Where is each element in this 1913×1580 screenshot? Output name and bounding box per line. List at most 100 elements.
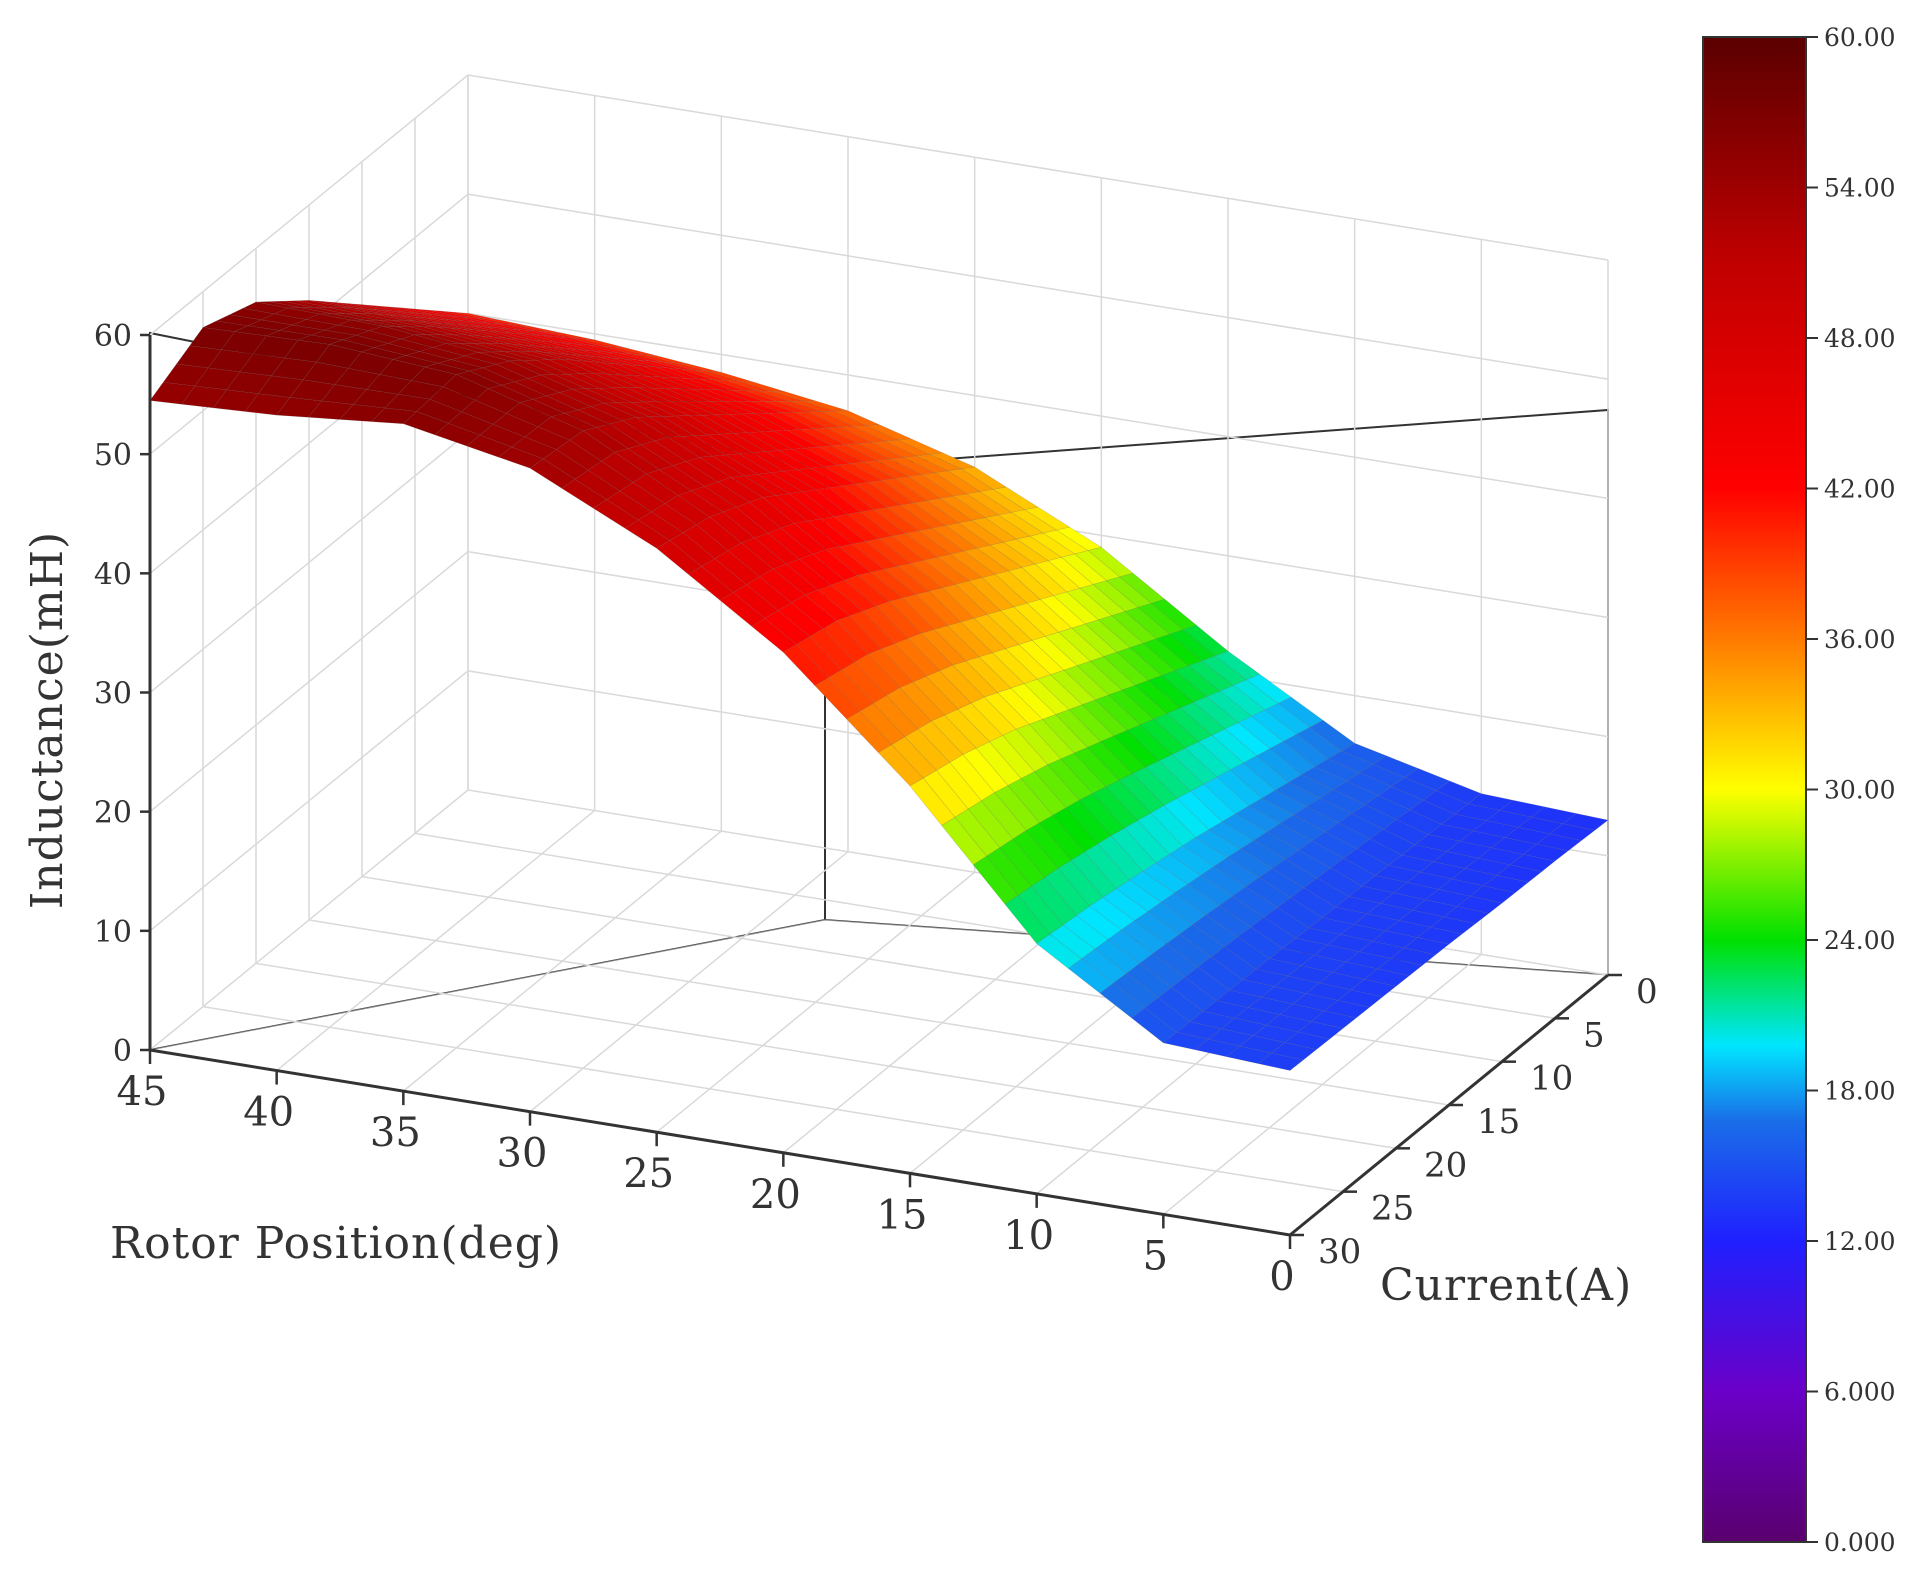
- surface-patch: [641, 365, 687, 379]
- z-tick-label: 40: [94, 557, 132, 592]
- surface-patch: [613, 346, 659, 357]
- x-tick-label: 5: [1143, 1233, 1168, 1279]
- surface-patch: [491, 323, 537, 332]
- z-axis-title: Inductance(mH): [22, 531, 73, 909]
- surface-patch: [676, 362, 722, 373]
- surface-patch: [1225, 1045, 1273, 1064]
- x-tick-label: 45: [117, 1069, 168, 1115]
- surface-patch: [599, 345, 645, 356]
- z-tick-label: 50: [94, 438, 132, 473]
- surface-patch: [1067, 958, 1114, 994]
- surface-patch: [644, 354, 690, 365]
- z-tick-label: 10: [94, 915, 132, 950]
- surface-patch: [699, 378, 746, 391]
- x-tick-label: 15: [877, 1192, 928, 1238]
- surface-patch: [470, 325, 516, 334]
- grid-line-y: [308, 205, 1450, 1106]
- y-tick-label: 0: [1636, 972, 1658, 1012]
- y-tick-label: 10: [1530, 1059, 1573, 1099]
- grid-line-z: [149, 74, 1609, 336]
- y-axis-title: Current(A): [1380, 1260, 1632, 1311]
- surface-patch: [1194, 1038, 1241, 1058]
- surface-patch: [434, 422, 481, 447]
- y-tick-label: 25: [1371, 1189, 1414, 1229]
- surface-patch: [618, 352, 664, 363]
- x-tick-label: 20: [750, 1172, 801, 1218]
- surface-patch: [509, 328, 555, 337]
- y-tick-label: 15: [1477, 1102, 1520, 1142]
- surface-patch: [668, 367, 714, 381]
- inductance-surface: [149, 300, 1609, 1071]
- y-tick-label: 5: [1583, 1015, 1605, 1055]
- x-tick-label: 0: [1269, 1254, 1294, 1300]
- surface-patch: [1099, 982, 1146, 1019]
- x-tick-label: 25: [623, 1151, 674, 1197]
- surface-patch: [578, 349, 624, 360]
- surface-patch: [739, 380, 785, 392]
- surface-patch: [707, 370, 754, 383]
- surface-patch: [307, 400, 354, 420]
- colorbar-tick-label: 24.00: [1824, 926, 1896, 955]
- surface-patch: [573, 343, 619, 354]
- surface-patch: [615, 363, 661, 378]
- surface-patch: [771, 390, 817, 402]
- surface-patch: [549, 331, 595, 341]
- grid-line-y: [255, 248, 1397, 1150]
- surface-patch: [538, 346, 584, 356]
- surface-patch: [601, 362, 648, 377]
- surface-patch: [518, 325, 564, 334]
- surface-patch: [480, 335, 526, 346]
- surface-patch: [478, 321, 524, 331]
- colorbar-tick-label: 0.000: [1824, 1528, 1896, 1557]
- surface-patch: [533, 340, 579, 350]
- y-tick-label: 20: [1424, 1145, 1467, 1185]
- colorbar-tick-label: 60.00: [1824, 23, 1896, 52]
- surface-patch: [694, 369, 740, 382]
- colorbar-tick-label: 6.000: [1824, 1378, 1896, 1407]
- surface-patch: [1162, 1031, 1209, 1051]
- z-tick-label: 60: [94, 319, 132, 354]
- x-tick-label: 35: [370, 1110, 421, 1156]
- colorbar-tick-label: 42.00: [1824, 475, 1896, 504]
- surface-patch: [560, 342, 606, 353]
- surface-patch: [1131, 1007, 1178, 1044]
- surface-patch: [276, 397, 323, 418]
- surface-patch: [520, 338, 566, 349]
- surface-patch: [496, 327, 542, 336]
- surface-patch: [575, 360, 621, 376]
- grid-line-y: [202, 291, 1344, 1193]
- colorbar-tick-label: 48.00: [1824, 324, 1896, 353]
- surface-patch: [371, 407, 418, 425]
- x-tick-label: 10: [1003, 1213, 1054, 1259]
- surface-patch: [665, 388, 711, 402]
- z-tick-label: 30: [94, 677, 132, 712]
- x-axis-title: Rotor Position(deg): [110, 1218, 562, 1269]
- surface-patch: [588, 361, 634, 376]
- surface-patch: [565, 348, 611, 359]
- colorbar-bar: [1702, 36, 1807, 1543]
- surface-patch: [604, 351, 650, 362]
- colorbar-tick-label: 12.00: [1824, 1227, 1896, 1256]
- surface-patch: [536, 330, 582, 340]
- x-axis-line: [149, 1048, 1291, 1237]
- colorbar-tick-label: 36.00: [1824, 625, 1896, 654]
- colorbar-tick-label: 54.00: [1824, 174, 1896, 203]
- surface-patch: [1036, 933, 1083, 969]
- y-tick-label: 30: [1318, 1232, 1361, 1272]
- surface-patch: [731, 389, 777, 402]
- surface-patch: [620, 374, 666, 389]
- colorbar-tick-label: 18.00: [1824, 1077, 1896, 1106]
- surface-patch: [402, 411, 449, 436]
- surface-patch: [498, 342, 544, 353]
- surface-patch: [1004, 894, 1051, 945]
- surface-patch: [941, 816, 988, 866]
- surface-patch: [244, 393, 291, 416]
- x-tick-label: 40: [243, 1090, 294, 1136]
- surface-patch: [1257, 1052, 1304, 1071]
- surface-patch: [525, 344, 571, 355]
- surface-patch: [466, 434, 513, 458]
- z-tick-label: 0: [113, 1034, 132, 1069]
- colorbar-tick-label: 30.00: [1824, 776, 1896, 805]
